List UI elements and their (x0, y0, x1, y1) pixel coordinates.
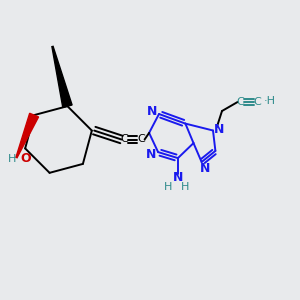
Text: N: N (146, 148, 157, 161)
Text: C: C (137, 134, 145, 145)
Text: ·H: ·H (264, 96, 276, 106)
Text: C: C (254, 97, 261, 107)
Text: N: N (147, 105, 158, 118)
Text: C: C (121, 134, 128, 145)
Text: H: H (8, 154, 16, 164)
Text: C: C (236, 97, 244, 107)
Polygon shape (52, 46, 72, 107)
Text: N: N (200, 162, 210, 175)
Text: H: H (181, 182, 190, 192)
Polygon shape (16, 113, 38, 158)
Text: N: N (173, 171, 183, 184)
Text: N: N (214, 122, 224, 136)
Text: O: O (20, 152, 31, 166)
Text: H: H (164, 182, 172, 192)
